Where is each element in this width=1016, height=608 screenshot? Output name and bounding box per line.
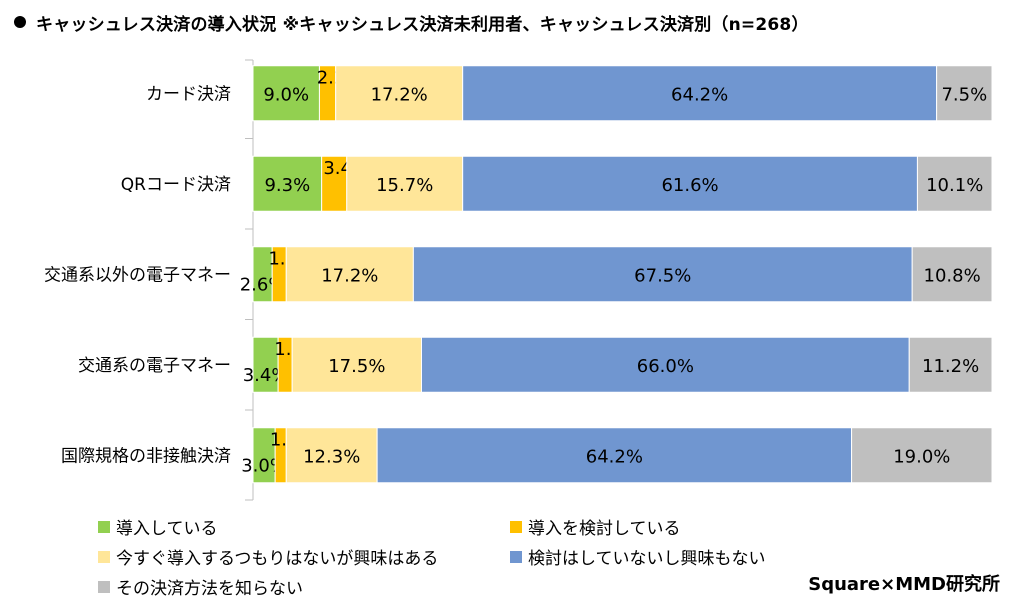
legend-item-interested: 今すぐ導入するつもりはないが興味はある [98, 544, 438, 569]
bar-segment [916, 155, 993, 212]
bullet-icon [14, 16, 26, 28]
bar-segment [420, 336, 910, 393]
data-label: 17.5% [328, 356, 385, 377]
bar-segment [908, 336, 993, 393]
bar-segment [291, 336, 422, 393]
data-label: 64.2% [586, 446, 643, 467]
bar-segment [851, 427, 993, 484]
data-label: 7.5% [941, 84, 987, 105]
legend-label: その決済方法を知らない [116, 579, 303, 599]
legend: 導入している 導入を検討している 今すぐ導入するつもりはないが興味はある 検討は… [98, 512, 978, 602]
legend-label: 検討はしていないし興味もない [528, 549, 766, 569]
data-label: 11.2% [922, 356, 979, 377]
bar-segment [252, 336, 279, 393]
legend-swatch [98, 550, 110, 563]
data-label: 12.3% [303, 446, 360, 467]
legend-swatch [510, 520, 522, 533]
data-label: 64.2% [671, 84, 728, 105]
data-label: 15.7% [376, 175, 433, 196]
category-label: 国際規格の非接触決済 [61, 446, 231, 466]
bar-segment [462, 65, 938, 122]
legend-swatch [98, 520, 110, 533]
chart-title: キャッシュレス決済の導入状況 ※キャッシュレス決済未利用者、キャッシュレス決済別… [36, 14, 809, 35]
legend-swatch [98, 580, 110, 593]
bar-segment [911, 246, 993, 303]
chart-title-row: キャッシュレス決済の導入状況 ※キャッシュレス決済未利用者、キャッシュレス決済別… [14, 8, 809, 36]
data-label: 19.0% [893, 446, 950, 467]
data-label: 61.6% [661, 175, 718, 196]
legend-swatch [510, 550, 522, 563]
bar-segment [936, 65, 993, 122]
legend-item-implemented: 導入している [98, 514, 218, 539]
legend-item-unknown: その決済方法を知らない [98, 574, 303, 599]
bar-segment [285, 427, 378, 484]
bar-segment [346, 155, 464, 212]
category-label: 交通系以外の電子マネー [44, 265, 231, 285]
data-label: 17.2% [371, 84, 428, 105]
category-label: カード決済 [146, 84, 231, 104]
data-label: 10.1% [926, 175, 983, 196]
data-label: 9.0% [263, 84, 309, 105]
category-label: 交通系の電子マネー [78, 356, 231, 376]
legend-label: 今すぐ導入するつもりはないが興味はある [116, 549, 439, 569]
legend-item-considering: 導入を検討している [510, 514, 681, 539]
data-label: 67.5% [634, 265, 691, 286]
data-label: 17.2% [321, 265, 378, 286]
bar-segment [412, 246, 913, 303]
bar-segment [285, 246, 414, 303]
bar-segment [462, 155, 918, 212]
data-label: 66.0% [637, 356, 694, 377]
bar-segment [376, 427, 853, 484]
bar-segment [252, 65, 320, 122]
data-label: 9.3% [264, 175, 310, 196]
data-label: 3.4% [243, 365, 289, 386]
source-credit: Square×MMD研究所 [808, 574, 1000, 595]
category-label: QRコード決済 [121, 175, 231, 195]
data-label: 10.8% [924, 265, 981, 286]
legend-label: 導入を検討している [528, 519, 681, 539]
legend-label: 導入している [116, 519, 218, 539]
legend-item-not-interested: 検討はしていないし興味もない [510, 544, 766, 569]
